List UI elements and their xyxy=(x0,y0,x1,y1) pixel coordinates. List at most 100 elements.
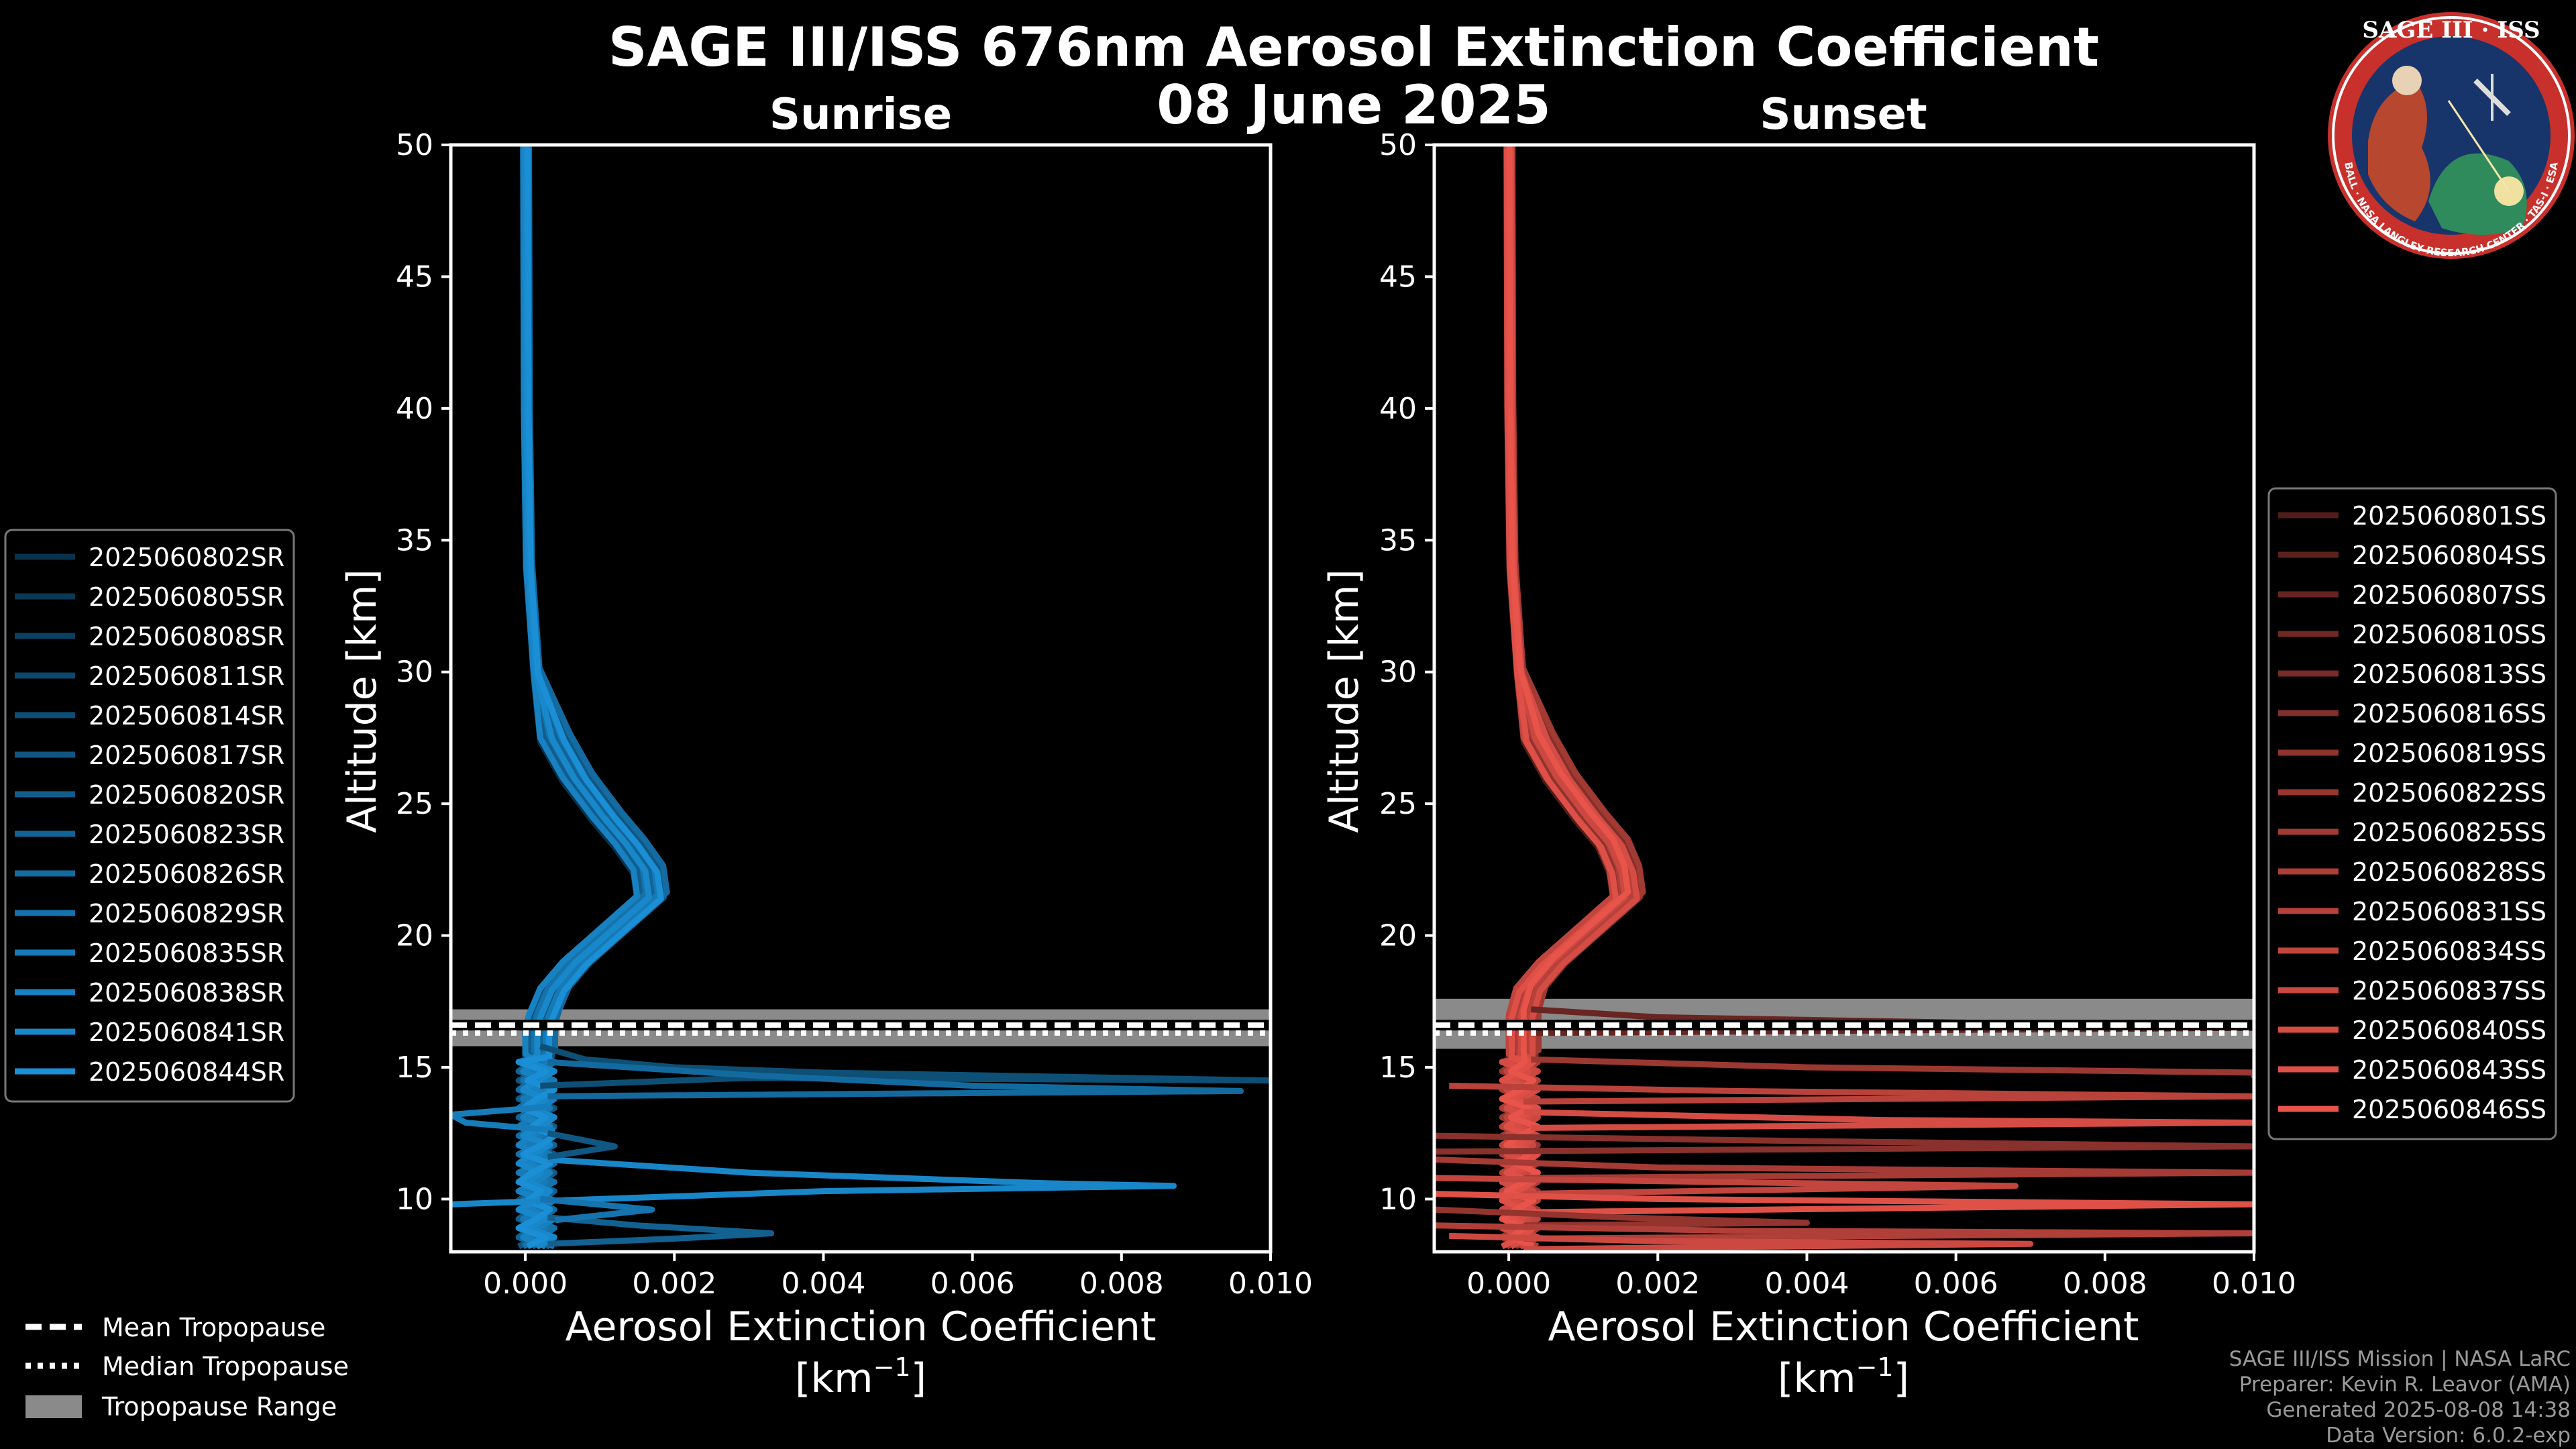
legend-entry: 2025060810SS xyxy=(2352,620,2546,649)
x-tick-label: 0.006 xyxy=(1914,1267,1998,1301)
legend-entry: 2025060802SR xyxy=(89,543,284,572)
legend-entry: 2025060811SR xyxy=(89,661,284,691)
legend-entry: 2025060823SR xyxy=(89,820,284,849)
y-tick-label: 40 xyxy=(396,392,433,426)
legend-entry: 2025060805SR xyxy=(89,582,284,612)
legend-entry: 2025060813SS xyxy=(2352,659,2546,689)
x-tick-label: 0.004 xyxy=(1764,1267,1849,1301)
credit-preparer: Preparer: Kevin R. Leavor (AMA) xyxy=(2239,1373,2571,1397)
legend-entry: 2025060826SR xyxy=(89,859,284,889)
profile-spike xyxy=(1434,1222,2254,1242)
x-tick-label: 0.010 xyxy=(2212,1267,2296,1301)
x-tick-label: 0.002 xyxy=(1615,1267,1700,1301)
sage-iss-logo: SAGE III · ISS BALL · NASA LANGLEY RESEA… xyxy=(2328,12,2575,259)
legend-entry: 2025060843SS xyxy=(2352,1055,2546,1085)
y-tick-label: 25 xyxy=(1379,787,1417,821)
sunrise-x-axis-unit: [km−1] xyxy=(795,1352,926,1402)
profile-spike xyxy=(1449,1232,2034,1252)
profile-spike xyxy=(1434,1157,2254,1181)
logo-earth-icon xyxy=(2428,153,2527,235)
sunset-legend: 2025060801SS 2025060804SS 2025060807SS 2025… xyxy=(2267,487,2557,1140)
legend-entry: 2025060837SS xyxy=(2352,976,2546,1006)
sunrise-legend: 2025060802SR 2025060805SR 2025060808SR 2025… xyxy=(4,529,295,1103)
profile-spike xyxy=(1434,1191,2254,1216)
sunrise-y-axis-label: Altitude [km] xyxy=(339,569,386,833)
profile-spike xyxy=(1449,1083,2254,1105)
y-tick-label: 10 xyxy=(1379,1182,1417,1216)
legend-entry: 2025060835SR xyxy=(89,938,284,968)
y-tick-label: 30 xyxy=(1379,655,1417,690)
y-tick-label: 20 xyxy=(396,919,433,953)
legend-entry: 2025060816SS xyxy=(2352,699,2546,729)
figure-date: 08 June 2025 xyxy=(1157,74,1551,136)
legend-entry: 2025060801SS xyxy=(2352,501,2546,531)
y-tick-label: 25 xyxy=(396,787,433,821)
median-tropopause-label: Median Tropopause xyxy=(102,1352,349,1381)
profile-spike xyxy=(451,1157,1177,1208)
y-tick-label: 35 xyxy=(396,523,433,557)
x-tick-label: 0.000 xyxy=(483,1267,568,1301)
x-tick-label: 0.010 xyxy=(1228,1267,1313,1301)
sunset-plot: 0.000 0.002 0.004 0.006 0.008 0.010 10 15 20 25 30… xyxy=(1379,128,2296,1301)
legend-entry: 2025060814SR xyxy=(89,701,284,731)
legend-entry: 2025060825SS xyxy=(2352,818,2546,847)
legend-frame xyxy=(2267,487,2557,1140)
y-tick-label: 15 xyxy=(396,1051,433,1085)
legend-entry: 2025060840SS xyxy=(2352,1016,2546,1045)
credit-data-version: Data Version: 6.0.2-exp xyxy=(2326,1424,2571,1448)
legend-entry: 2025060834SS xyxy=(2352,936,2546,966)
legend-entry: 2025060828SS xyxy=(2352,857,2546,887)
legend-frame xyxy=(4,529,295,1103)
profile-spike xyxy=(1531,1056,2254,1078)
y-tick-label: 20 xyxy=(1379,919,1417,953)
sunrise-x-axis-label: Aerosol Extinction Coefficient xyxy=(566,1303,1157,1350)
sunset-x-axis-label: Aerosol Extinction Coefficient xyxy=(1548,1303,2139,1350)
profile-spike xyxy=(547,1214,775,1247)
axes-frame xyxy=(1432,143,2256,1254)
y-tick-label: 15 xyxy=(1379,1051,1417,1085)
legend-entry: 2025060822SS xyxy=(2352,778,2546,808)
profile-spike xyxy=(1523,1109,2254,1131)
x-tick-label: 0.004 xyxy=(781,1267,865,1301)
legend-entry: 2025060838SR xyxy=(89,978,284,1008)
x-tick-label: 0.002 xyxy=(632,1267,716,1301)
profile-2025060846SS xyxy=(1499,145,1631,1250)
sunrise-panel-title: Sunrise xyxy=(769,90,952,140)
legend-entry: 2025060844SR xyxy=(89,1057,284,1087)
tropopause-legend: Mean Tropopause Median Tropopause Tropop… xyxy=(25,1313,349,1421)
profile-spike xyxy=(539,1195,655,1224)
credit-generated: Generated 2025-08-08 14:38 xyxy=(2266,1398,2571,1422)
y-tick-label: 45 xyxy=(396,260,433,294)
y-tick-label: 40 xyxy=(1379,392,1417,426)
profile-2025060844SR xyxy=(515,147,664,1250)
legend-entry: 2025060841SR xyxy=(89,1018,284,1047)
sunset-panel-title: Sunset xyxy=(1760,90,1927,140)
legend-entry: 2025060804SS xyxy=(2352,541,2546,570)
legend-entry: 2025060846SS xyxy=(2352,1095,2546,1124)
profile-spike xyxy=(1434,1175,2019,1197)
profile-spike xyxy=(1434,1132,2254,1155)
logo-text: SAGE III · ISS xyxy=(2362,17,2540,44)
x-tick-label: 0.006 xyxy=(930,1267,1015,1301)
x-tick-label: 0.000 xyxy=(1466,1267,1551,1301)
legend-entry: 2025060820SR xyxy=(89,780,284,810)
y-tick-label: 45 xyxy=(1379,260,1417,294)
profile-2025060838SR xyxy=(515,145,641,1250)
profile-spike xyxy=(1434,1206,1810,1229)
plot-area xyxy=(451,145,1271,1250)
legend-entry: 2025060807SS xyxy=(2352,580,2546,610)
legend-entry: 2025060829SR xyxy=(89,899,284,928)
profile-spike xyxy=(547,1130,618,1161)
legend-entry: 2025060808SR xyxy=(89,622,284,651)
sunset-x-axis-unit: [km−1] xyxy=(1778,1352,1909,1402)
tropopause-range-swatch xyxy=(25,1395,82,1418)
tropopause-range-label: Tropopause Range xyxy=(101,1392,337,1421)
credit-mission: SAGE III/ISS Mission | NASA LaRC xyxy=(2229,1347,2571,1371)
profile-2025060843SS xyxy=(1499,148,1619,1250)
profile-2025060841SR xyxy=(515,146,652,1250)
figure-title: SAGE III/ISS 676nm Aerosol Extinction Co… xyxy=(608,16,2099,78)
x-tick-label: 0.008 xyxy=(1079,1267,1164,1301)
x-tick-label: 0.008 xyxy=(2063,1267,2147,1301)
logo-figure-icon xyxy=(2368,80,2430,221)
legend-entry: 2025060817SR xyxy=(89,741,284,770)
